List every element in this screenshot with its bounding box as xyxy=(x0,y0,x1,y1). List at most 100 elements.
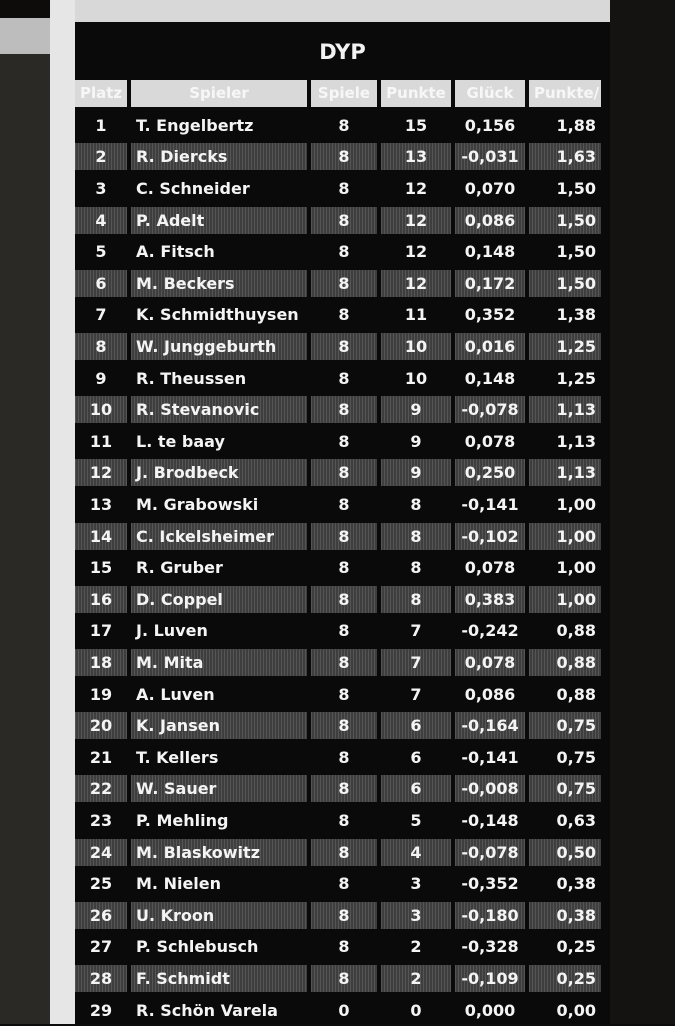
cell-punkte: 10 xyxy=(381,333,451,361)
cell-platz: 27 xyxy=(89,937,113,957)
cell-platz: 19 xyxy=(89,684,113,704)
table-row: 14 C. Ickelsheimer 8 8 -0,102 1,00 xyxy=(75,520,610,552)
cell-spieler: R. Diercks xyxy=(131,143,307,171)
ranking-table-body: 1 T. Engelbertz 8 15 0,156 1,88 2 R. Diercks 8 13… xyxy=(75,110,610,1026)
cell-punkte: 9 xyxy=(381,396,451,424)
cell-spiele: 8 xyxy=(338,431,350,451)
cell-spiele: 8 xyxy=(311,585,377,613)
cell-punkte-pro-spiel: 1,88 xyxy=(556,115,596,135)
cell-punkte-pro-spiel: 0,88 xyxy=(556,684,596,704)
cell-punkte-pro-spiel: 1,13 xyxy=(529,396,601,424)
cell-spieler: C. Ickelsheimer xyxy=(131,522,307,550)
cell-glueck: -0,242 xyxy=(461,621,519,641)
left-panel-header xyxy=(0,18,50,54)
cell-punkte: 15 xyxy=(404,115,428,135)
cell-punkte: 0 xyxy=(410,1000,422,1020)
cell-punkte-pro-spiel: 0,38 xyxy=(529,901,601,929)
cell-platz: 11 xyxy=(89,431,113,451)
cell-glueck: -0,148 xyxy=(461,810,519,830)
cell-spiele: 8 xyxy=(311,712,377,740)
cell-punkte-pro-spiel: 1,00 xyxy=(529,522,601,550)
cell-spiele: 8 xyxy=(338,747,350,767)
cell-punkte: 12 xyxy=(404,242,428,262)
cell-punkte-pro-spiel: 1,50 xyxy=(529,206,601,234)
cell-glueck: -0,102 xyxy=(455,522,525,550)
cell-punkte-pro-spiel: 0,75 xyxy=(556,747,596,767)
left-panel xyxy=(0,18,50,1024)
cell-punkte-pro-spiel: 1,25 xyxy=(556,368,596,388)
cell-spieler: T. Engelbertz xyxy=(136,115,254,135)
header-row: Platz Spieler Spiele Punkte Glück Punkte/ xyxy=(75,78,610,110)
cell-platz: 6 xyxy=(75,269,127,297)
cell-platz: 4 xyxy=(75,206,127,234)
cell-spiele: 8 xyxy=(311,838,377,866)
cell-glueck: 0,086 xyxy=(455,206,525,234)
cell-spieler: R. Schön Varela xyxy=(136,1000,278,1020)
table-row: 19 A. Luven 8 7 0,086 0,88 xyxy=(75,678,610,710)
table-row: 1 T. Engelbertz 8 15 0,156 1,88 xyxy=(75,110,610,142)
cell-glueck: 0,148 xyxy=(464,242,516,262)
cell-platz: 18 xyxy=(75,648,127,676)
table-row: 11 L. te baay 8 9 0,078 1,13 xyxy=(75,426,610,458)
table-row: 25 M. Nielen 8 3 -0,352 0,38 xyxy=(75,868,610,900)
cell-glueck: 0,086 xyxy=(464,684,516,704)
cell-spieler: F. Schmidt xyxy=(131,964,307,992)
cell-punkte: 12 xyxy=(381,269,451,297)
cell-punkte-pro-spiel: 1,38 xyxy=(556,305,596,325)
cell-punkte-pro-spiel: 0,88 xyxy=(556,621,596,641)
cell-punkte-pro-spiel: 1,50 xyxy=(529,269,601,297)
column-header-punkte-pro-spiel[interactable]: Punkte/ xyxy=(529,80,601,108)
cell-punkte-pro-spiel: 1,63 xyxy=(529,143,601,171)
column-header-platz[interactable]: Platz xyxy=(75,80,127,108)
cell-punkte: 7 xyxy=(381,648,451,676)
cell-spiele: 8 xyxy=(338,810,350,830)
cell-punkte: 2 xyxy=(410,937,422,957)
cell-spieler: T. Kellers xyxy=(136,747,219,767)
column-header-punkte[interactable]: Punkte xyxy=(381,80,451,108)
cell-platz: 3 xyxy=(95,179,107,199)
cell-platz: 7 xyxy=(95,305,107,325)
column-header-glueck[interactable]: Glück xyxy=(455,80,525,108)
table-row: 12 J. Brodbeck 8 9 0,250 1,13 xyxy=(75,457,610,489)
cell-glueck: -0,328 xyxy=(461,937,519,957)
cell-spieler: L. te baay xyxy=(136,431,225,451)
cell-platz: 2 xyxy=(75,143,127,171)
cell-punkte: 6 xyxy=(410,747,422,767)
cell-punkte: 10 xyxy=(404,368,428,388)
cell-punkte: 7 xyxy=(410,621,422,641)
cell-platz: 13 xyxy=(89,495,113,515)
cell-spieler: M. Nielen xyxy=(136,874,222,894)
column-header-spiele[interactable]: Spiele xyxy=(311,80,377,108)
cell-spiele: 8 xyxy=(338,368,350,388)
cell-spiele: 8 xyxy=(338,179,350,199)
column-header-spieler[interactable]: Spieler xyxy=(131,80,307,108)
cell-glueck: -0,164 xyxy=(455,712,525,740)
cell-spiele: 8 xyxy=(311,206,377,234)
table-row: 18 M. Mita 8 7 0,078 0,88 xyxy=(75,647,610,679)
cell-glueck: -0,031 xyxy=(455,143,525,171)
cell-spieler: P. Schlebusch xyxy=(136,937,259,957)
window-edge xyxy=(50,0,75,1024)
cell-punkte: 3 xyxy=(381,901,451,929)
table-row: 22 W. Sauer 8 6 -0,008 0,75 xyxy=(75,773,610,805)
cell-punkte: 12 xyxy=(381,206,451,234)
cell-spiele: 8 xyxy=(311,396,377,424)
table-row: 5 A. Fitsch 8 12 0,148 1,50 xyxy=(75,236,610,268)
cell-platz: 24 xyxy=(75,838,127,866)
table-row: 29 R. Schön Varela 0 0 0,000 0,00 xyxy=(75,994,610,1026)
cell-spiele: 8 xyxy=(338,937,350,957)
cell-glueck: -0,109 xyxy=(455,964,525,992)
cell-punkte-pro-spiel: 1,25 xyxy=(529,333,601,361)
cell-spiele: 8 xyxy=(311,775,377,803)
cell-punkte-pro-spiel: 1,13 xyxy=(556,431,596,451)
cell-punkte: 8 xyxy=(410,495,422,515)
cell-punkte-pro-spiel: 1,00 xyxy=(556,558,596,578)
cell-spiele: 8 xyxy=(338,242,350,262)
cell-platz: 23 xyxy=(89,810,113,830)
cell-spieler: P. Mehling xyxy=(136,810,229,830)
cell-platz: 17 xyxy=(89,621,113,641)
cell-spieler: M. Mita xyxy=(131,648,307,676)
cell-platz: 16 xyxy=(75,585,127,613)
cell-platz: 28 xyxy=(75,964,127,992)
cell-spieler: W. Sauer xyxy=(131,775,307,803)
